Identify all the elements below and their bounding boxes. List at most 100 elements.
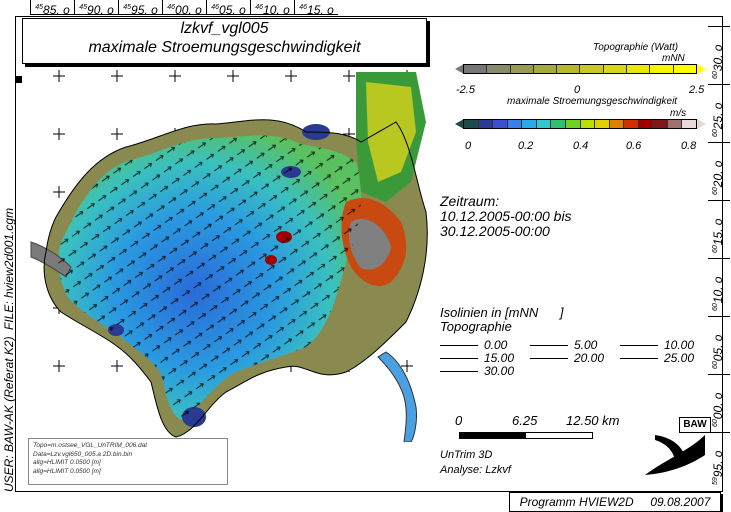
grid-cross bbox=[401, 360, 413, 372]
top-tick: 4600. o bbox=[162, 0, 206, 17]
isoline-20: 20.00 bbox=[530, 351, 604, 365]
user-label: USER: BAW-AK (Referat K2) bbox=[2, 336, 16, 492]
right-tick: 6000. o bbox=[708, 374, 730, 427]
info-line-hlimit-1: allg=HLIMIT 0.0500 [m] bbox=[33, 459, 101, 466]
speed-colorbar-segment bbox=[551, 120, 566, 128]
scale-bar-black bbox=[459, 432, 527, 439]
speed-legend-title: maximale Stroemungsgeschwindigkeit bbox=[507, 96, 678, 107]
speed-colorbar-segment bbox=[653, 120, 668, 128]
zeitraum-from: 10.12.2005-00:00 bis bbox=[440, 208, 572, 224]
top-tick: 4605. o bbox=[206, 0, 250, 17]
topo-colorbar-segment bbox=[464, 65, 488, 73]
speed-legend-unit: m/s bbox=[670, 108, 687, 119]
isolinien-title: Isolinien in [mNN ] bbox=[440, 305, 564, 320]
speed-colorbar-segment bbox=[580, 120, 596, 128]
speed-colorbar-segment bbox=[507, 120, 523, 128]
speed-colorbar-segment bbox=[493, 120, 508, 128]
info-line-topo: Topo=m.ostsee_VGL_UnTRIM_006.dat bbox=[33, 442, 148, 449]
grid-cross bbox=[169, 70, 181, 82]
right-tick: 6030. o bbox=[708, 26, 730, 79]
speed-tick-1: 0.2 bbox=[518, 140, 534, 152]
title-box: lzkvf_vgl005 maximale Stroemungsgeschwin… bbox=[22, 18, 427, 64]
topo-tick-mid: 0 bbox=[574, 84, 581, 96]
speed-min-arrow bbox=[455, 119, 464, 129]
top-axis-ticks: 4585. o 4590. o 4595. o 4600. o 4605. o 4610.… bbox=[30, 0, 338, 17]
right-axis-ticks: 6030. o 6025. o 6020. o 6015. o 6010. o 6005.… bbox=[708, 16, 730, 492]
speed-max-arrow bbox=[697, 119, 706, 129]
topo-colorbar-segment bbox=[557, 65, 581, 73]
isoline-10: 10.00 bbox=[620, 338, 694, 352]
speed-tick-2: 0.4 bbox=[573, 140, 589, 152]
marker bbox=[16, 76, 22, 83]
title-line1: lzkvf_vgl005 bbox=[180, 20, 269, 37]
grid-cross bbox=[53, 70, 65, 82]
speed-tick-3: 0.6 bbox=[626, 140, 642, 152]
scale-label-2: 12.50 km bbox=[566, 413, 620, 428]
footer-box: Programm HVIEW2D 09.08.2007 bbox=[509, 492, 721, 512]
speed-colorbar-segment bbox=[536, 120, 552, 128]
map-canvas[interactable] bbox=[16, 62, 441, 442]
model-name: UnTrim 3D bbox=[440, 449, 493, 461]
baw-logo bbox=[645, 435, 705, 475]
zeitraum-label: Zeitraum: bbox=[440, 193, 500, 209]
grid-cross bbox=[53, 360, 65, 372]
topo-legend-title: Topographie (Watt) bbox=[593, 42, 679, 53]
topo-legend-unit: mNN bbox=[662, 53, 685, 64]
right-tick: 6005. o bbox=[708, 316, 730, 369]
scale-bar-white bbox=[525, 432, 593, 439]
top-tick: 4615. o bbox=[294, 0, 338, 17]
speed-colorbar-segment bbox=[682, 120, 696, 128]
grid-cross bbox=[111, 70, 123, 82]
top-tick: 4585. o bbox=[30, 0, 74, 17]
isoline-5: 5.00 bbox=[530, 338, 597, 352]
river bbox=[377, 351, 417, 442]
top-tick: 4595. o bbox=[118, 0, 162, 17]
speed-colorbar-segment bbox=[522, 120, 537, 128]
isoline-30: 30.00 bbox=[440, 364, 514, 378]
topo-colorbar-segment bbox=[533, 65, 558, 73]
top-tick: 4590. o bbox=[74, 0, 118, 17]
topo-colorbar-segment bbox=[627, 65, 651, 73]
velocity-vectors bbox=[58, 135, 362, 420]
info-line-hlimit-2: allg=HLIMIT 0.0500 [m] bbox=[33, 467, 101, 475]
grid-cross bbox=[53, 128, 65, 140]
topo-colorbar bbox=[463, 64, 697, 74]
speed-tick-4: 0.8 bbox=[681, 140, 697, 152]
program-name: Programm HVIEW2D bbox=[519, 495, 634, 509]
title-line2: maximale Stroemungsgeschwindigkeit bbox=[88, 39, 361, 56]
zeitraum-to: 30.12.2005-00:00 bbox=[440, 223, 550, 239]
grey-land bbox=[349, 218, 391, 270]
yellow-coast bbox=[366, 82, 416, 182]
speed-colorbar-segment bbox=[624, 120, 639, 128]
grid-cross bbox=[285, 70, 297, 82]
speed-colorbar-segment bbox=[478, 120, 494, 128]
baw-logo-text: BAW bbox=[679, 417, 711, 433]
speed-tick-0: 0 bbox=[465, 140, 472, 152]
grid-cross bbox=[53, 186, 65, 198]
speed-colorbar-segment bbox=[609, 120, 625, 128]
speed-colorbar bbox=[463, 119, 697, 129]
right-tick: 6010. o bbox=[708, 258, 730, 311]
top-tick: 4610. o bbox=[250, 0, 294, 17]
topo-colorbar-segment bbox=[510, 65, 534, 73]
right-tick: 6025. o bbox=[708, 84, 730, 137]
model-analysis: Analyse: Lzkvf bbox=[440, 464, 511, 476]
right-tick: 5995. o bbox=[708, 432, 730, 485]
grid-cross bbox=[343, 70, 355, 82]
topo-colorbar-segment bbox=[650, 65, 674, 73]
topo-tick-max: 2.5 bbox=[689, 84, 705, 96]
topo-min-arrow bbox=[455, 64, 464, 74]
topo-colorbar-segment bbox=[673, 65, 696, 73]
plot-frame bbox=[15, 16, 723, 492]
scale-label-1: 6.25 bbox=[512, 413, 538, 428]
speed-colorbar-segment bbox=[464, 120, 479, 128]
isoline-15: 15.00 bbox=[440, 351, 514, 365]
right-tick: 6015. o bbox=[708, 200, 730, 253]
grid-cross bbox=[111, 360, 123, 372]
speed-colorbar-segment bbox=[595, 120, 610, 128]
file-label: FILE: hview2d001.cgm bbox=[2, 207, 16, 330]
scale-label-0: 0 bbox=[455, 413, 463, 428]
isoline-25: 25.00 bbox=[620, 351, 694, 365]
topo-colorbar-segment bbox=[603, 65, 628, 73]
info-line-data: Data=Lzv.vgl650_005.a 2D.bin.bin bbox=[33, 450, 133, 458]
